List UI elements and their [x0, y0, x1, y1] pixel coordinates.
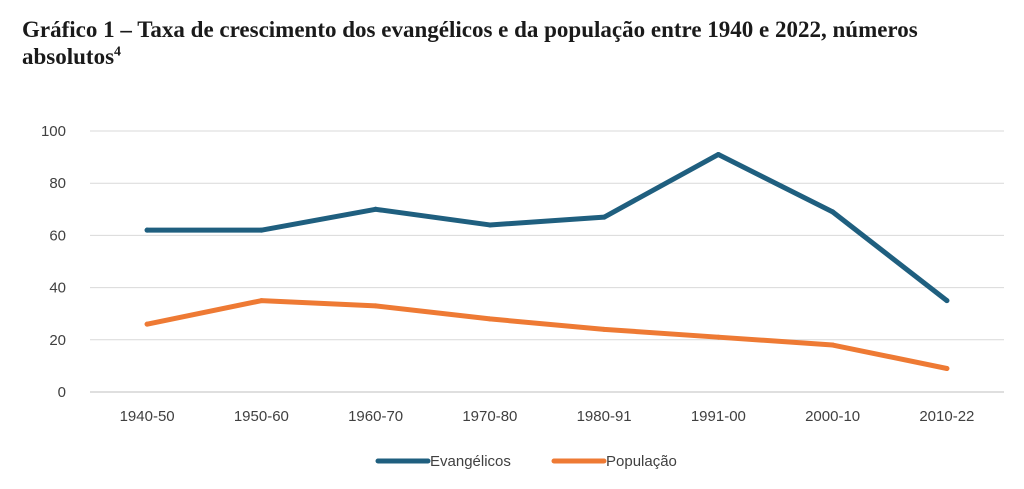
series-lines: [144, 151, 950, 372]
x-tick-label: 1980-91: [577, 408, 632, 425]
series-line-evangelicos: [144, 151, 950, 304]
x-tick-label: 1960-70: [348, 408, 403, 425]
data-point: [373, 303, 379, 309]
data-point: [487, 222, 493, 228]
data-point: [144, 227, 150, 233]
y-tick-label: 100: [41, 123, 66, 140]
x-tick-label: 2000-10: [805, 408, 860, 425]
series-line-populacao: [144, 298, 950, 372]
legend-label: População: [606, 453, 677, 470]
data-point: [715, 151, 721, 157]
data-point: [601, 326, 607, 332]
y-tick-label: 80: [49, 175, 66, 192]
data-point: [830, 342, 836, 348]
data-point: [144, 321, 150, 327]
x-tick-label: 2010-22: [919, 408, 974, 425]
chart-title: Gráfico 1 – Taxa de crescimento dos evan…: [22, 16, 1012, 70]
data-point: [373, 206, 379, 212]
title-footnote-marker: 4: [114, 44, 122, 60]
data-point: [944, 366, 950, 372]
legend: Evangélicos População: [375, 453, 677, 470]
data-point: [258, 298, 264, 304]
data-point: [487, 316, 493, 322]
legend-label: Evangélicos: [430, 453, 511, 470]
legend-item-evangelicos: Evangélicos: [375, 453, 511, 470]
x-tick-label: 1970-80: [462, 408, 517, 425]
x-tick-label: 1991-00: [691, 408, 746, 425]
x-tick-label: 1940-50: [120, 408, 175, 425]
chart-title-text: Gráfico 1 – Taxa de crescimento dos evan…: [22, 17, 918, 69]
y-axis-ticks: 0 20 40 60 80 100: [41, 123, 66, 401]
x-axis-ticks: 1940-50 1950-60 1960-70 1970-80 1980-91 1991-…: [120, 408, 975, 425]
x-tick-label: 1950-60: [234, 408, 289, 425]
y-tick-label: 20: [49, 332, 66, 349]
data-point: [258, 227, 264, 233]
data-point: [601, 214, 607, 220]
data-point: [715, 334, 721, 340]
y-tick-label: 60: [49, 227, 66, 244]
y-tick-label: 40: [49, 280, 66, 297]
data-point: [944, 298, 950, 304]
data-point: [830, 209, 836, 215]
legend-item-populacao: População: [551, 453, 677, 470]
y-tick-label: 0: [58, 384, 66, 401]
grid-lines: [90, 130, 1004, 393]
